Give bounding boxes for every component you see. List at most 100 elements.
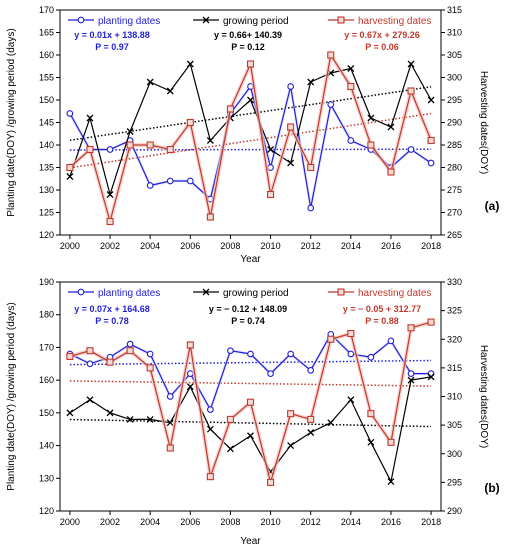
y2-tick-label: 310 bbox=[447, 392, 462, 402]
data-point-harvesting-dates bbox=[287, 410, 295, 418]
data-point-growing-period bbox=[186, 383, 194, 391]
legend-marker-growing-period bbox=[202, 288, 210, 296]
data-point-growing-period bbox=[267, 146, 275, 153]
series-halo-planting-dates bbox=[69, 332, 432, 412]
data-point-harvesting-dates bbox=[347, 82, 355, 91]
data-point-planting-dates bbox=[367, 353, 375, 361]
data-point-planting-dates bbox=[166, 177, 174, 185]
trend-line-growing-period bbox=[69, 418, 432, 428]
data-point-growing-period bbox=[387, 123, 395, 131]
y-tick-label: 130 bbox=[39, 185, 54, 195]
data-point-harvesting-dates bbox=[267, 478, 275, 486]
data-point-growing-period bbox=[327, 419, 335, 427]
y2-axis-title: Harvesting dates(DOY) bbox=[478, 71, 489, 174]
data-point-growing-period bbox=[126, 128, 134, 135]
trend-equation-planting-dates: y = 0.01x + 138.88 bbox=[74, 30, 150, 40]
data-point-growing-period bbox=[407, 60, 415, 68]
data-point-harvesting-dates bbox=[106, 358, 114, 366]
data-point-harvesting-dates bbox=[327, 51, 335, 59]
data-point-growing-period bbox=[106, 409, 114, 417]
data-point-growing-period bbox=[347, 65, 355, 72]
data-point-growing-period bbox=[66, 409, 74, 417]
data-point-growing-period bbox=[247, 432, 254, 440]
data-point-planting-dates bbox=[327, 101, 335, 108]
y2-tick-label: 290 bbox=[447, 506, 462, 516]
data-point-planting-dates bbox=[227, 347, 234, 355]
data-point-planting-dates bbox=[347, 137, 355, 144]
data-point-harvesting-dates bbox=[407, 324, 415, 332]
data-point-planting-dates bbox=[287, 83, 294, 90]
trend-equation-harvesting-dates: y = 0.67x + 279.26 bbox=[344, 30, 420, 40]
legend-marker-harvesting-dates bbox=[337, 16, 345, 24]
series-halo-planting-dates bbox=[68, 85, 432, 210]
y2-tick-label: 265 bbox=[447, 230, 462, 240]
y-tick-label: 160 bbox=[39, 50, 54, 60]
data-point-harvesting-dates bbox=[427, 318, 435, 326]
legend-label-harvesting-dates: harvesting dates bbox=[358, 16, 431, 27]
legend-label-harvesting-dates: harvesting dates bbox=[358, 288, 431, 299]
y-tick-label: 140 bbox=[39, 140, 54, 150]
y-tick-label: 165 bbox=[39, 28, 54, 38]
trend-pvalue-harvesting-dates: P = 0.06 bbox=[365, 42, 399, 52]
data-point-harvesting-dates bbox=[66, 163, 74, 172]
trend-equation-planting-dates: y = 0.07x + 164.68 bbox=[74, 304, 150, 314]
series-line-harvesting-dates bbox=[69, 53, 432, 224]
data-point-planting-dates bbox=[66, 110, 74, 117]
data-point-growing-period bbox=[387, 478, 395, 486]
data-point-planting-dates bbox=[207, 406, 214, 413]
x-tick-label: 2000 bbox=[60, 517, 80, 527]
data-point-planting-dates bbox=[247, 350, 254, 358]
data-point-harvesting-dates bbox=[206, 213, 214, 221]
y2-tick-label: 280 bbox=[447, 163, 462, 173]
legend-marker-growing-period bbox=[202, 16, 210, 24]
data-point-harvesting-dates bbox=[226, 415, 234, 423]
data-point-growing-period bbox=[307, 78, 315, 86]
x-tick-label: 2018 bbox=[421, 241, 441, 251]
y2-tick-label: 310 bbox=[447, 28, 462, 38]
trend-pvalue-planting-dates: P = 0.78 bbox=[95, 316, 129, 326]
data-point-harvesting-dates bbox=[66, 352, 74, 360]
data-point-growing-period bbox=[86, 396, 94, 404]
data-point-planting-dates bbox=[427, 159, 435, 167]
data-point-harvesting-dates bbox=[307, 415, 315, 423]
data-point-growing-period bbox=[146, 415, 154, 423]
series-line-growing-period bbox=[69, 376, 432, 484]
x-tick-label: 2000 bbox=[60, 241, 80, 251]
data-point-harvesting-dates bbox=[246, 398, 255, 406]
y2-tick-label: 270 bbox=[447, 208, 462, 218]
trend-equation-growing-period: y = − 0.12 + 148.09 bbox=[209, 304, 287, 314]
data-point-growing-period bbox=[106, 191, 114, 198]
x-axis-title: Year bbox=[240, 254, 261, 265]
trend-pvalue-planting-dates: P = 0.97 bbox=[95, 42, 129, 52]
data-point-planting-dates bbox=[146, 350, 154, 358]
data-point-harvesting-dates bbox=[166, 444, 174, 452]
data-point-planting-dates bbox=[166, 393, 174, 400]
data-point-harvesting-dates bbox=[206, 473, 214, 481]
y-tick-label: 155 bbox=[39, 73, 54, 83]
y2-tick-label: 300 bbox=[447, 73, 462, 83]
trend-pvalue-growing-period: P = 0.74 bbox=[231, 316, 265, 326]
panel-label: (a) bbox=[485, 199, 500, 213]
series-line-planting-dates bbox=[69, 85, 432, 209]
y2-tick-label: 300 bbox=[447, 449, 462, 459]
y2-tick-label: 295 bbox=[447, 95, 462, 105]
x-tick-label: 2004 bbox=[140, 517, 160, 527]
y-tick-label: 150 bbox=[39, 95, 54, 105]
y2-tick-label: 305 bbox=[447, 420, 462, 430]
data-point-harvesting-dates bbox=[367, 410, 375, 418]
data-point-harvesting-dates bbox=[106, 217, 114, 226]
trend-line-harvesting-dates bbox=[69, 112, 432, 169]
data-point-harvesting-dates bbox=[146, 141, 154, 149]
data-point-growing-period bbox=[407, 376, 415, 384]
data-point-growing-period bbox=[287, 442, 295, 450]
data-point-growing-period bbox=[126, 415, 134, 423]
legend-label-growing-period: growing period bbox=[223, 16, 289, 27]
legend-label-planting-dates: planting dates bbox=[98, 16, 160, 27]
y-tick-label: 130 bbox=[39, 473, 54, 483]
y-tick-label: 145 bbox=[39, 118, 54, 128]
data-point-growing-period bbox=[427, 373, 435, 381]
data-point-planting-dates bbox=[347, 350, 355, 358]
y-tick-label: 170 bbox=[39, 342, 54, 352]
x-tick-label: 2002 bbox=[100, 517, 120, 527]
